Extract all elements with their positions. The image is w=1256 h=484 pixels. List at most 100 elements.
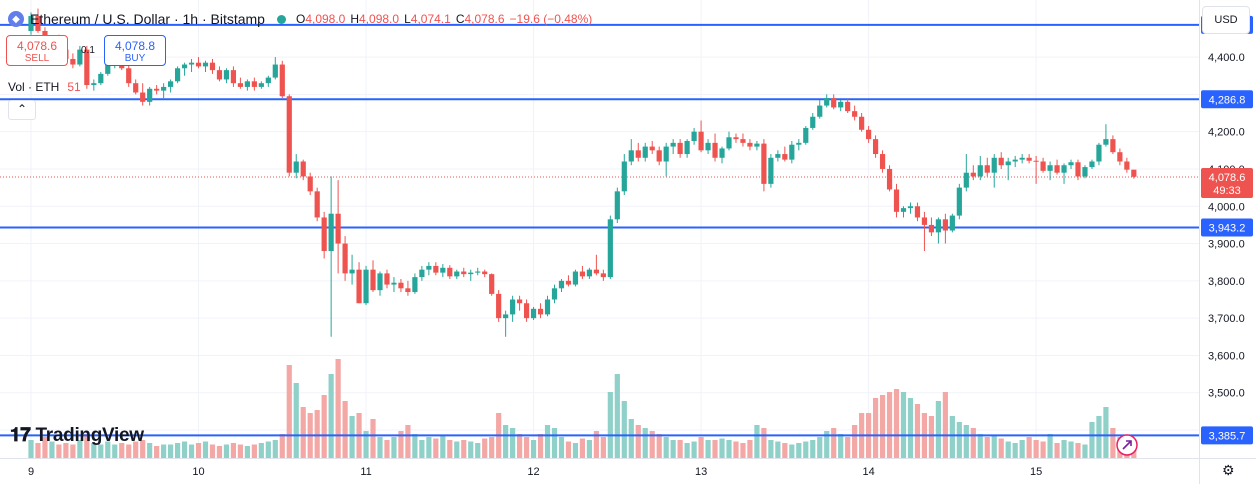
- level-label-text: 3,943.2: [1209, 222, 1246, 234]
- candle: [558, 278, 565, 293]
- candle: [803, 126, 809, 145]
- level-price-label: 3,943.2: [1201, 218, 1253, 237]
- volume-bar: [621, 401, 627, 458]
- volume-bar: [391, 437, 397, 458]
- sparkle-icon[interactable]: [1116, 434, 1138, 456]
- candle: [970, 165, 976, 181]
- candle: [859, 113, 865, 132]
- candle: [796, 139, 802, 151]
- candle-body: [628, 150, 634, 162]
- candle: [963, 154, 969, 192]
- ethereum-icon: ◆: [8, 11, 24, 27]
- candle-body: [391, 282, 397, 285]
- candle: [761, 139, 767, 192]
- candle: [719, 146, 725, 164]
- candle: [398, 278, 404, 293]
- volume-bar: [956, 422, 962, 458]
- volume-bar: [314, 410, 320, 458]
- candle: [335, 180, 341, 274]
- candle: [984, 157, 990, 177]
- chevron-up-icon[interactable]: ⌃: [8, 100, 36, 120]
- candle-body: [216, 70, 223, 80]
- candle-body: [782, 154, 788, 160]
- buy-button[interactable]: 4,078.8 BUY: [104, 35, 166, 66]
- candle-body: [558, 280, 565, 289]
- candle: [1068, 159, 1074, 169]
- candle-body: [565, 280, 572, 285]
- candle-body: [893, 189, 900, 212]
- gear-icon[interactable]: ⚙: [1222, 462, 1235, 478]
- volume-bar: [1005, 441, 1011, 458]
- volume-bar: [321, 395, 327, 458]
- volume-bar: [181, 441, 188, 458]
- candle: [789, 140, 795, 164]
- volume-bar: [886, 392, 893, 458]
- candle-body: [35, 16, 41, 31]
- horizontal-levels[interactable]: [0, 23, 1199, 437]
- volume-bar: [649, 431, 655, 458]
- candle-body: [810, 116, 816, 128]
- candle: [356, 262, 362, 304]
- candle: [1131, 169, 1137, 179]
- volume-bar: [523, 437, 530, 458]
- symbol-title[interactable]: Ethereum / U.S. Dollar · 1h · Bitstamp: [30, 11, 265, 27]
- candle: [237, 77, 243, 89]
- volume-bar: [216, 446, 223, 458]
- volume-bar: [984, 437, 990, 458]
- candle-body: [314, 191, 320, 218]
- market-status-dot: [276, 14, 286, 24]
- volume-bar: [614, 374, 620, 458]
- level-label-text: 3,385.7: [1209, 430, 1246, 442]
- candle: [1103, 124, 1109, 147]
- tradingview-mark-icon: 𝟏𝟕: [10, 425, 36, 446]
- candle-body: [824, 98, 830, 106]
- candle: [1019, 154, 1025, 164]
- candle-body: [1110, 139, 1116, 153]
- candle-body: [98, 73, 104, 84]
- volume-bar: [558, 437, 565, 458]
- volume-bar: [510, 428, 516, 458]
- candle: [956, 183, 962, 220]
- candle: [900, 206, 907, 218]
- candle-body: [886, 168, 893, 190]
- candle-body: [209, 62, 216, 71]
- volume-bar: [572, 443, 579, 458]
- candle: [140, 83, 146, 106]
- last-price-bg: [1201, 167, 1253, 198]
- volume-bar: [258, 443, 264, 458]
- candle-body: [726, 137, 732, 149]
- candle: [614, 187, 620, 224]
- candle: [740, 133, 746, 147]
- candle: [677, 139, 683, 158]
- volume-bar: [272, 440, 278, 458]
- tradingview-logo[interactable]: 𝟏𝟕 TradingView: [10, 425, 144, 447]
- candle-body: [1131, 169, 1137, 177]
- candle-body: [161, 86, 167, 91]
- volume-bar: [942, 392, 948, 458]
- volume-bar: [642, 428, 648, 458]
- sell-button[interactable]: 4,078.6 SELL: [6, 35, 68, 66]
- candle: [1089, 159, 1095, 169]
- volume-bar: [237, 444, 243, 458]
- candle: [517, 295, 523, 311]
- volume-bar: [1040, 441, 1046, 458]
- candle: [1124, 157, 1130, 173]
- candle-body: [154, 88, 160, 91]
- candle-body: [712, 142, 718, 158]
- candle-body: [845, 101, 851, 112]
- candle-body: [719, 148, 725, 158]
- volume-bar: [377, 437, 383, 458]
- volume-bar: [468, 441, 474, 458]
- countdown-timer: 49:33: [1213, 185, 1241, 197]
- x-tick-label: 15: [1030, 466, 1042, 478]
- volume-bar: [49, 441, 55, 458]
- volume-bar: [412, 434, 418, 458]
- volume-bar: [265, 441, 271, 458]
- volume-legend[interactable]: Vol · ETH 51: [8, 80, 81, 94]
- candle: [1040, 157, 1046, 173]
- currency-button[interactable]: USD: [1202, 6, 1250, 34]
- candle: [866, 126, 872, 143]
- candle: [28, 12, 34, 35]
- volume-bar: [384, 440, 390, 458]
